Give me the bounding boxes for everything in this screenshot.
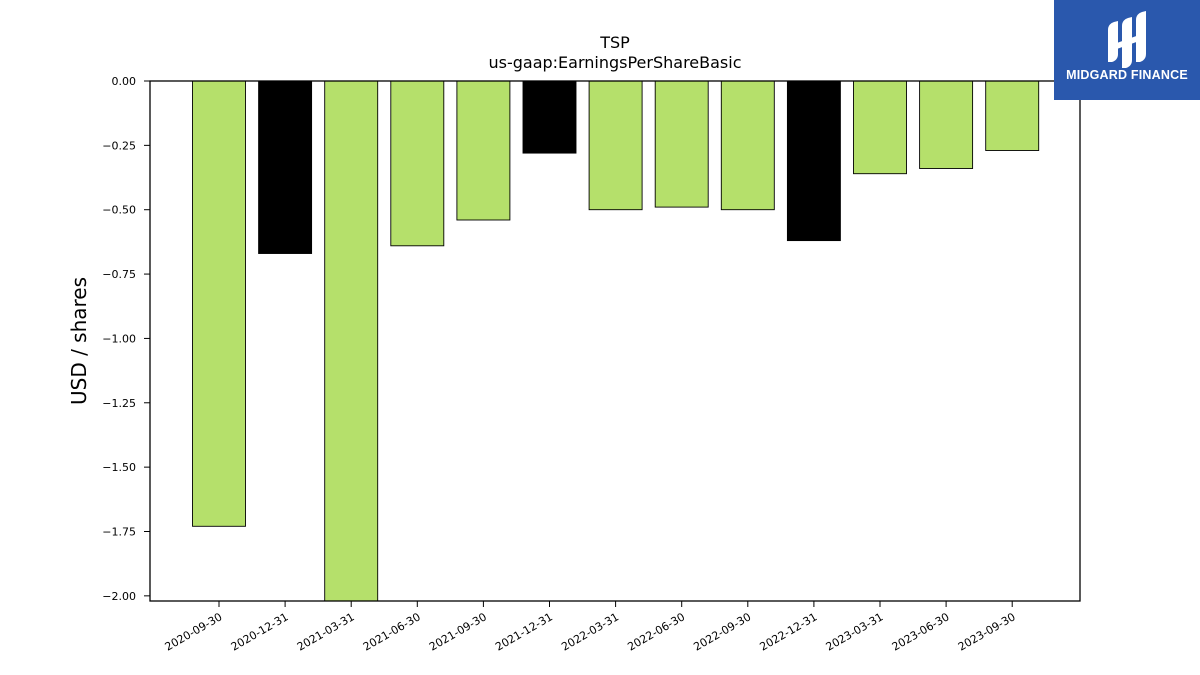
y-tick-label: −0.75 — [102, 268, 136, 281]
x-tick-label: 2023-09-30 — [956, 610, 1018, 653]
bar-2021-06-30 — [390, 80, 445, 247]
x-tick-label: 2020-12-31 — [229, 610, 291, 653]
y-tick-label: −1.50 — [102, 461, 136, 474]
x-tick-label: 2021-12-31 — [493, 610, 555, 653]
bar-2022-06-30 — [654, 80, 709, 208]
bars-group — [192, 80, 1040, 602]
x-tick-label: 2021-06-30 — [361, 610, 423, 653]
bar-2022-09-30 — [720, 80, 775, 211]
bar-2023-09-30 — [985, 80, 1040, 151]
x-tick-label: 2023-03-31 — [824, 610, 886, 653]
brand-logo: MIDGARD FINANCE — [1054, 0, 1200, 100]
midgard-logo-icon — [1108, 11, 1146, 68]
chart-title: TSP — [599, 33, 630, 52]
bar-2022-12-31 — [786, 80, 841, 242]
bar-2022-03-31 — [588, 80, 643, 211]
x-tick-label: 2020-09-30 — [163, 610, 225, 653]
y-tick-label: −0.25 — [102, 139, 136, 152]
y-tick-label: −0.50 — [102, 204, 136, 217]
y-tick-label: −2.00 — [102, 590, 136, 603]
x-tick-label: 2022-09-30 — [691, 610, 753, 653]
plot-frame — [149, 80, 1081, 602]
y-tick-label: −1.00 — [102, 332, 136, 345]
x-tick-label: 2023-06-30 — [890, 610, 952, 653]
bar-2020-12-31 — [258, 80, 313, 254]
y-tick-label: 0.00 — [112, 75, 137, 88]
bar-2023-03-31 — [853, 80, 907, 175]
y-ticks-group: 0.00 −0.25 −0.50 −0.75 −1.00 −1.25 −1.50 −1.75 −… — [102, 75, 150, 603]
x-tick-label: 2022-03-31 — [559, 610, 621, 653]
bar-2021-12-31 — [522, 80, 577, 154]
bar-2021-09-30 — [456, 80, 511, 221]
x-ticks-group: 2020-09-30 2020-12-31 2021-03-31 2021-06-30… — [163, 601, 1018, 654]
x-tick-label: 2022-12-31 — [758, 610, 820, 653]
y-tick-label: −1.25 — [102, 397, 136, 410]
brand-name: MIDGARD FINANCE — [1066, 68, 1188, 82]
x-tick-label: 2021-09-30 — [427, 610, 489, 653]
x-tick-label: 2021-03-31 — [295, 610, 357, 653]
y-tick-label: −1.75 — [102, 525, 136, 538]
chart-subtitle: us-gaap:EarningsPerShareBasic — [488, 53, 741, 72]
bar-2021-03-31 — [324, 80, 379, 602]
x-tick-label: 2022-06-30 — [625, 610, 687, 653]
y-axis-label: USD / shares — [67, 277, 91, 405]
bar-2020-09-30 — [192, 80, 246, 527]
bar-2023-06-30 — [919, 80, 974, 169]
